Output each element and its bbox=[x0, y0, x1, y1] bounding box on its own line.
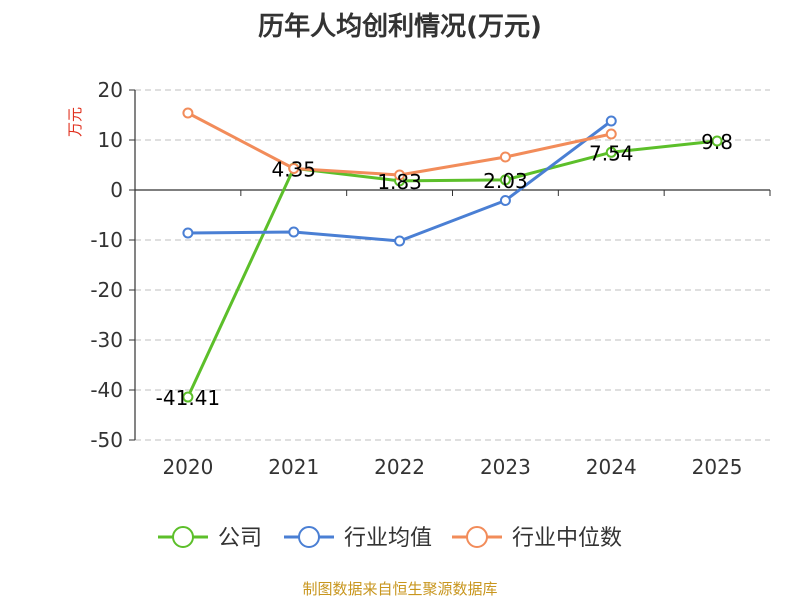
legend-label: 公司 bbox=[218, 526, 262, 551]
data-label: 1.83 bbox=[377, 170, 422, 194]
data-label: 9.8 bbox=[701, 130, 733, 154]
y-tick-label: 0 bbox=[110, 178, 123, 202]
y-tick-label: -20 bbox=[90, 278, 123, 302]
y-tick-label: -10 bbox=[90, 228, 123, 252]
x-tick-label: 2024 bbox=[586, 455, 637, 479]
y-tick-label: 10 bbox=[98, 128, 123, 152]
data-point bbox=[394, 235, 406, 247]
data-point bbox=[499, 195, 511, 206]
data-label: -41.41 bbox=[156, 386, 220, 410]
axis-layer: 20 10 0 -10 -20 -30 -40 -50 2020 2021 2022 2023 2024… bbox=[66, 78, 771, 479]
y-tick-label: -50 bbox=[90, 428, 123, 452]
legend-marker bbox=[172, 526, 194, 548]
data-label: 4.35 bbox=[271, 157, 316, 181]
data-point bbox=[182, 227, 194, 239]
series-line-2 bbox=[187, 111, 612, 177]
x-tick-label: 2021 bbox=[268, 455, 319, 479]
data-point bbox=[499, 174, 511, 186]
x-tick-label: 2023 bbox=[480, 455, 531, 479]
legend-marker bbox=[298, 526, 320, 548]
data-point bbox=[605, 128, 617, 140]
y-axis-title: 万元 bbox=[66, 107, 84, 137]
series-line-0 bbox=[186, 139, 718, 398]
source-note: 制图数据来自恒生聚源数据库 bbox=[302, 580, 498, 598]
data-label: 7.54 bbox=[589, 141, 634, 165]
data-point bbox=[182, 391, 194, 403]
y-tick-label: 20 bbox=[98, 78, 123, 102]
x-tick-label: 2020 bbox=[162, 455, 213, 479]
grid-layer bbox=[135, 89, 770, 441]
data-point bbox=[605, 115, 617, 127]
legend-label: 行业中位数 bbox=[512, 526, 622, 551]
series-layer bbox=[182, 107, 723, 403]
x-tick-label: 2022 bbox=[374, 455, 425, 479]
y-tick-label: -40 bbox=[90, 378, 123, 402]
legend-label: 行业均值 bbox=[344, 526, 432, 551]
data-point bbox=[182, 107, 194, 119]
data-label-layer: -41.41 4.35 1.83 2.03 7.54 9.8 bbox=[156, 130, 733, 410]
legend: 公司 行业均值 行业中位数 bbox=[158, 526, 622, 551]
legend-marker bbox=[466, 526, 488, 548]
y-tick-label: -30 bbox=[90, 328, 123, 352]
data-point bbox=[394, 169, 406, 181]
data-point bbox=[605, 146, 617, 158]
data-point bbox=[288, 226, 300, 238]
data-point bbox=[711, 135, 723, 147]
chart-title: 历年人均创利情况(万元) bbox=[258, 12, 542, 42]
x-tick-label: 2025 bbox=[692, 455, 743, 479]
data-point bbox=[288, 163, 300, 174]
data-label: 2.03 bbox=[483, 169, 528, 193]
data-point bbox=[499, 151, 511, 163]
